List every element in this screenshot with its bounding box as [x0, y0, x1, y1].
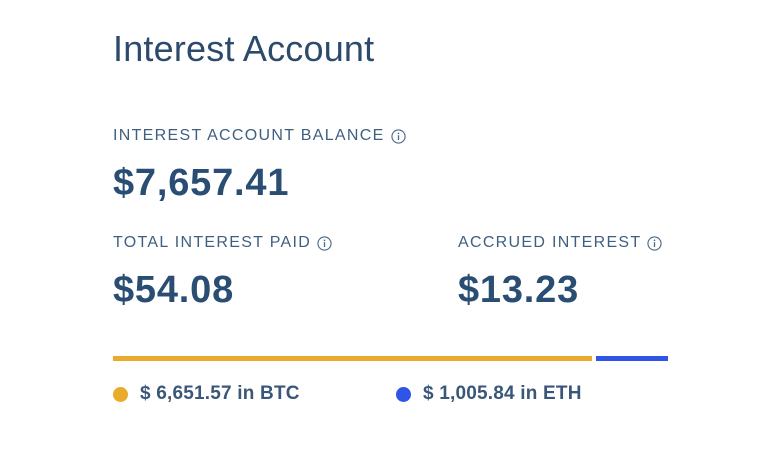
legend-eth-label: $ 1,005.84 in ETH	[423, 383, 582, 404]
total-paid-label-row: TOTAL INTEREST PAID	[113, 233, 332, 253]
balance-value: $7,657.41	[113, 162, 290, 204]
legend-item-eth: $ 1,005.84 in ETH	[396, 381, 582, 407]
accrued-label-row: ACCRUED INTEREST	[458, 233, 663, 253]
total-paid-label: TOTAL INTEREST PAID	[113, 234, 312, 251]
balance-label: INTEREST ACCOUNT BALANCE	[113, 127, 385, 144]
legend-item-btc: $ 6,651.57 in BTC	[113, 381, 300, 407]
accrued-value: $13.23	[458, 269, 580, 311]
allocation-bar-btc-segment	[113, 356, 592, 361]
legend-btc-label: $ 6,651.57 in BTC	[140, 383, 300, 404]
total-paid-value: $54.08	[113, 269, 235, 311]
balance-label-row: INTEREST ACCOUNT BALANCE	[113, 126, 406, 146]
page-title: Interest Account	[113, 28, 375, 69]
eth-dot-icon	[396, 386, 411, 402]
accrued-label: ACCRUED INTEREST	[458, 234, 642, 251]
info-circle-icon[interactable]	[390, 128, 406, 144]
info-circle-icon[interactable]	[647, 235, 663, 251]
btc-dot-icon	[113, 386, 128, 402]
allocation-bar-eth-segment	[596, 356, 668, 361]
info-circle-icon[interactable]	[317, 235, 332, 251]
